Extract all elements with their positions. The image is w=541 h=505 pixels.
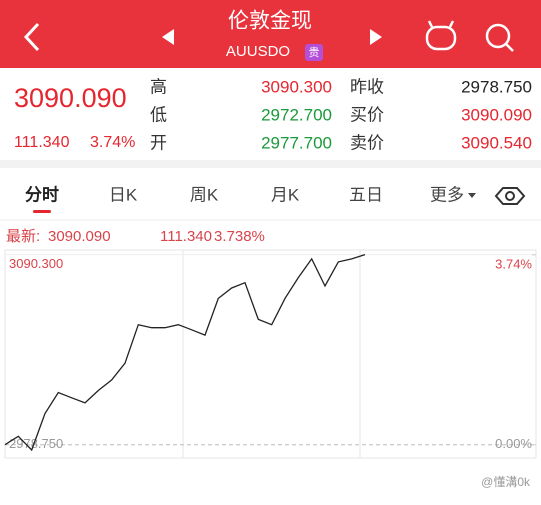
dropdown-arrow — [468, 193, 476, 198]
search-icon[interactable] — [485, 23, 514, 52]
percent: 3.74% — [90, 134, 135, 151]
divider — [0, 160, 541, 168]
badge-bg — [305, 44, 323, 61]
settings-icon[interactable] — [494, 187, 526, 205]
stat-value: 2978.750 — [461, 77, 532, 96]
price-line — [4, 253, 366, 452]
stat-label: 开 — [150, 133, 167, 152]
chart-frame — [4, 249, 537, 459]
tab[interactable]: 更多 — [430, 185, 464, 204]
stat-label: 低 — [150, 105, 167, 124]
badge: 贵 — [309, 46, 320, 59]
stat-value: 2972.700 — [261, 105, 332, 124]
stat-label: 昨收 — [350, 77, 384, 96]
tab[interactable]: 分时 — [25, 185, 59, 204]
stat-value: 3090.540 — [461, 133, 532, 152]
stat-value: 2977.700 — [261, 133, 332, 152]
tab[interactable]: 日K — [109, 185, 138, 204]
change: 111.340 — [14, 134, 70, 151]
tab[interactable]: 周K — [190, 185, 219, 204]
price: 3090.090 — [14, 83, 127, 113]
watermark: @懂溝0k — [481, 475, 531, 489]
tab[interactable]: 月K — [271, 185, 300, 204]
stat-value: 3090.090 — [461, 105, 532, 124]
next-button[interactable] — [370, 29, 382, 45]
stat-label: 高 — [150, 77, 167, 96]
back-button[interactable] — [23, 22, 40, 52]
y2-tick-label: 3.74% — [495, 256, 532, 271]
robot-icon[interactable] — [425, 20, 457, 51]
latest-info: 3090.090 — [48, 228, 111, 245]
y2-tick-label: 0.00% — [495, 436, 532, 451]
tab[interactable]: 五日 — [349, 185, 383, 204]
stat-value: 3090.300 — [261, 77, 332, 96]
header-subtitle: AUUSDO — [226, 43, 290, 60]
prev-button[interactable] — [162, 29, 174, 45]
stat-label: 买价 — [350, 105, 384, 124]
y-tick-label: 3090.300 — [9, 256, 63, 271]
latest-info: 111.340 — [160, 228, 212, 245]
stat-label: 卖价 — [350, 133, 384, 152]
latest-info: 最新: — [6, 228, 40, 245]
latest-info: 3.738% — [214, 228, 265, 245]
header-title: 伦敦金现 — [228, 10, 312, 33]
header-bar — [0, 0, 541, 68]
tab-underline — [33, 210, 51, 213]
